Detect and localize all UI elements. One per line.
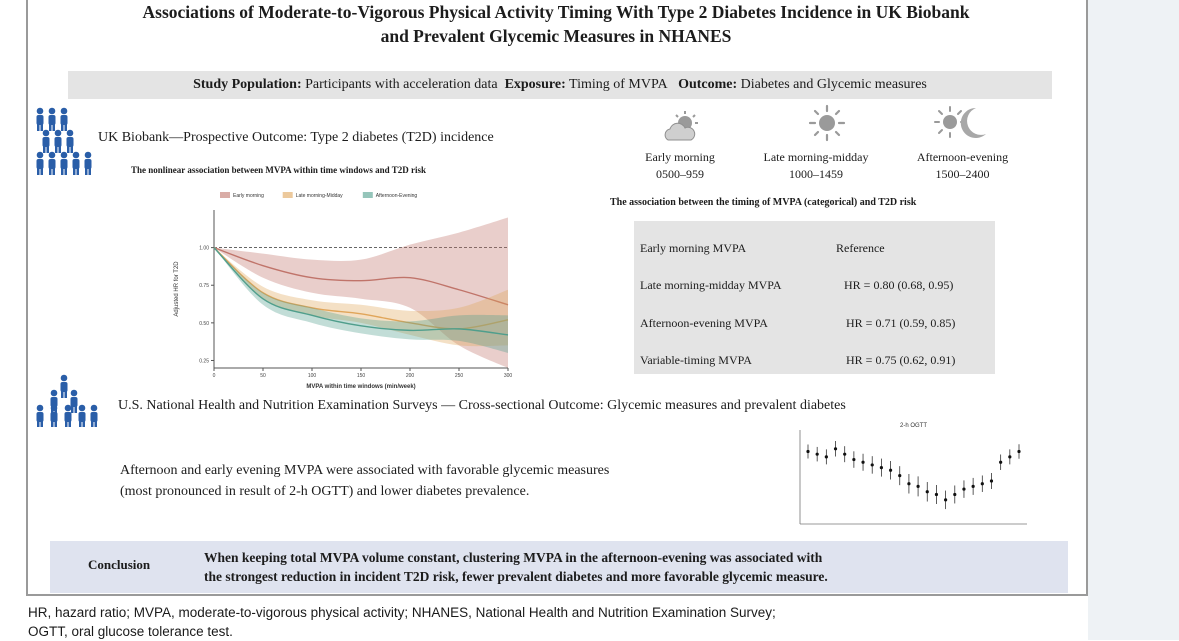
x-tick-label: 100 <box>308 373 317 379</box>
hr-row: Afternoon-evening MVPA HR = 0.71 (0.59, 0… <box>640 316 956 330</box>
people-group-icon <box>34 106 96 178</box>
data-point <box>898 474 902 478</box>
ci-band <box>214 247 508 347</box>
cloud-sun-icon <box>662 110 702 149</box>
legend-label: Afternoon-Evening <box>376 193 418 199</box>
right-gutter <box>1088 0 1179 640</box>
data-point <box>962 487 966 491</box>
x-axis-label: MVPA within time windows (min/week) <box>306 384 415 390</box>
time-window-afternoon-evening: Afternoon-evening 1500–2400 <box>916 150 1009 181</box>
data-point <box>861 460 865 464</box>
data-point <box>833 447 838 451</box>
nhanes-finding: Afternoon and early evening MVPA were as… <box>120 463 610 499</box>
data-point <box>806 449 810 454</box>
data-point <box>1017 449 1021 454</box>
series-line <box>213 246 509 306</box>
data-point <box>944 498 948 502</box>
legend-swatch <box>362 192 373 198</box>
x-tick-label: 50 <box>260 373 266 379</box>
data-point <box>1008 455 1012 459</box>
data-point <box>934 492 939 497</box>
footnote: HR, hazard ratio; MVPA, moderate-to-vigo… <box>28 605 776 639</box>
data-point <box>843 452 847 456</box>
ukb-chart-title: The nonlinear association between MVPA w… <box>131 165 427 175</box>
people-group-icon <box>34 373 100 427</box>
conclusion-box: Conclusion When keeping total MVPA volum… <box>50 541 1068 593</box>
data-point <box>971 484 975 488</box>
data-point <box>824 455 828 459</box>
hr-row: Late morning-midday MVPA HR = 0.80 (0.68,… <box>640 278 954 292</box>
legend-label: Late morning-Midday <box>296 193 343 199</box>
x-tick-label: 300 <box>504 373 513 379</box>
legend-label: Early morning <box>233 193 264 199</box>
y-tick-label: 1.00 <box>199 246 209 252</box>
data-point <box>879 466 883 470</box>
y-tick-label: 0.75 <box>199 283 209 289</box>
ukb-spline-chart: 1.00 0.75 0.50 0.25 0 50 100 150 200 250 300 Adjust… <box>174 192 513 390</box>
hr-row: Early morning MVPA Reference <box>640 241 885 255</box>
conclusion-text: When keeping total MVPA volume constant,… <box>204 550 828 584</box>
y-tick-label: 0.50 <box>199 321 209 327</box>
hr-table-title: The association between the timing of MV… <box>610 197 917 208</box>
ci-band <box>214 217 508 368</box>
legend-swatch <box>220 192 230 198</box>
hr-table: Early morning MVPA Reference Late morning… <box>634 221 995 374</box>
conclusion-label: Conclusion <box>88 557 151 572</box>
data-point <box>852 457 856 462</box>
data-point <box>989 479 994 483</box>
data-point <box>907 482 911 486</box>
data-point <box>916 484 920 488</box>
legend-swatch <box>282 192 293 198</box>
ogtt-point-chart: 2-h OGTT <box>799 423 1027 525</box>
data-point <box>953 492 957 497</box>
page-title: Associations of Moderate-to-Vigorous Phy… <box>142 2 970 46</box>
nhanes-header: U.S. National Health and Nutrition Exami… <box>118 398 846 413</box>
study-summary-bar: Study Population: Participants with acce… <box>68 71 1052 99</box>
data-point <box>980 482 984 486</box>
y-axis-label: Adjusted HR for T2D <box>174 261 180 317</box>
ukb-header: UK Biobank—Prospective Outcome: Type 2 d… <box>98 130 494 145</box>
x-tick-label: 250 <box>455 373 464 379</box>
sun-moon-icon <box>932 104 992 149</box>
data-point <box>815 452 819 456</box>
ogtt-title: 2-h OGTT <box>900 423 927 429</box>
x-tick-label: 0 <box>213 373 216 379</box>
series-line <box>213 247 509 336</box>
sun-icon <box>808 104 846 147</box>
x-tick-label: 200 <box>406 373 415 379</box>
y-tick-label: 0.25 <box>199 358 209 364</box>
data-point <box>870 463 874 467</box>
time-window-early-morning: Early morning 0500–959 <box>645 150 715 181</box>
time-window-late-morning-midday: Late morning-midday 1000–1459 <box>763 150 869 181</box>
ci-band <box>214 247 508 353</box>
x-tick-label: 150 <box>357 373 366 379</box>
data-point <box>925 490 929 494</box>
hr-row: Variable-timing MVPA HR = 0.75 (0.62, 0.9… <box>640 353 956 367</box>
data-point <box>999 460 1003 464</box>
data-point <box>888 468 893 472</box>
